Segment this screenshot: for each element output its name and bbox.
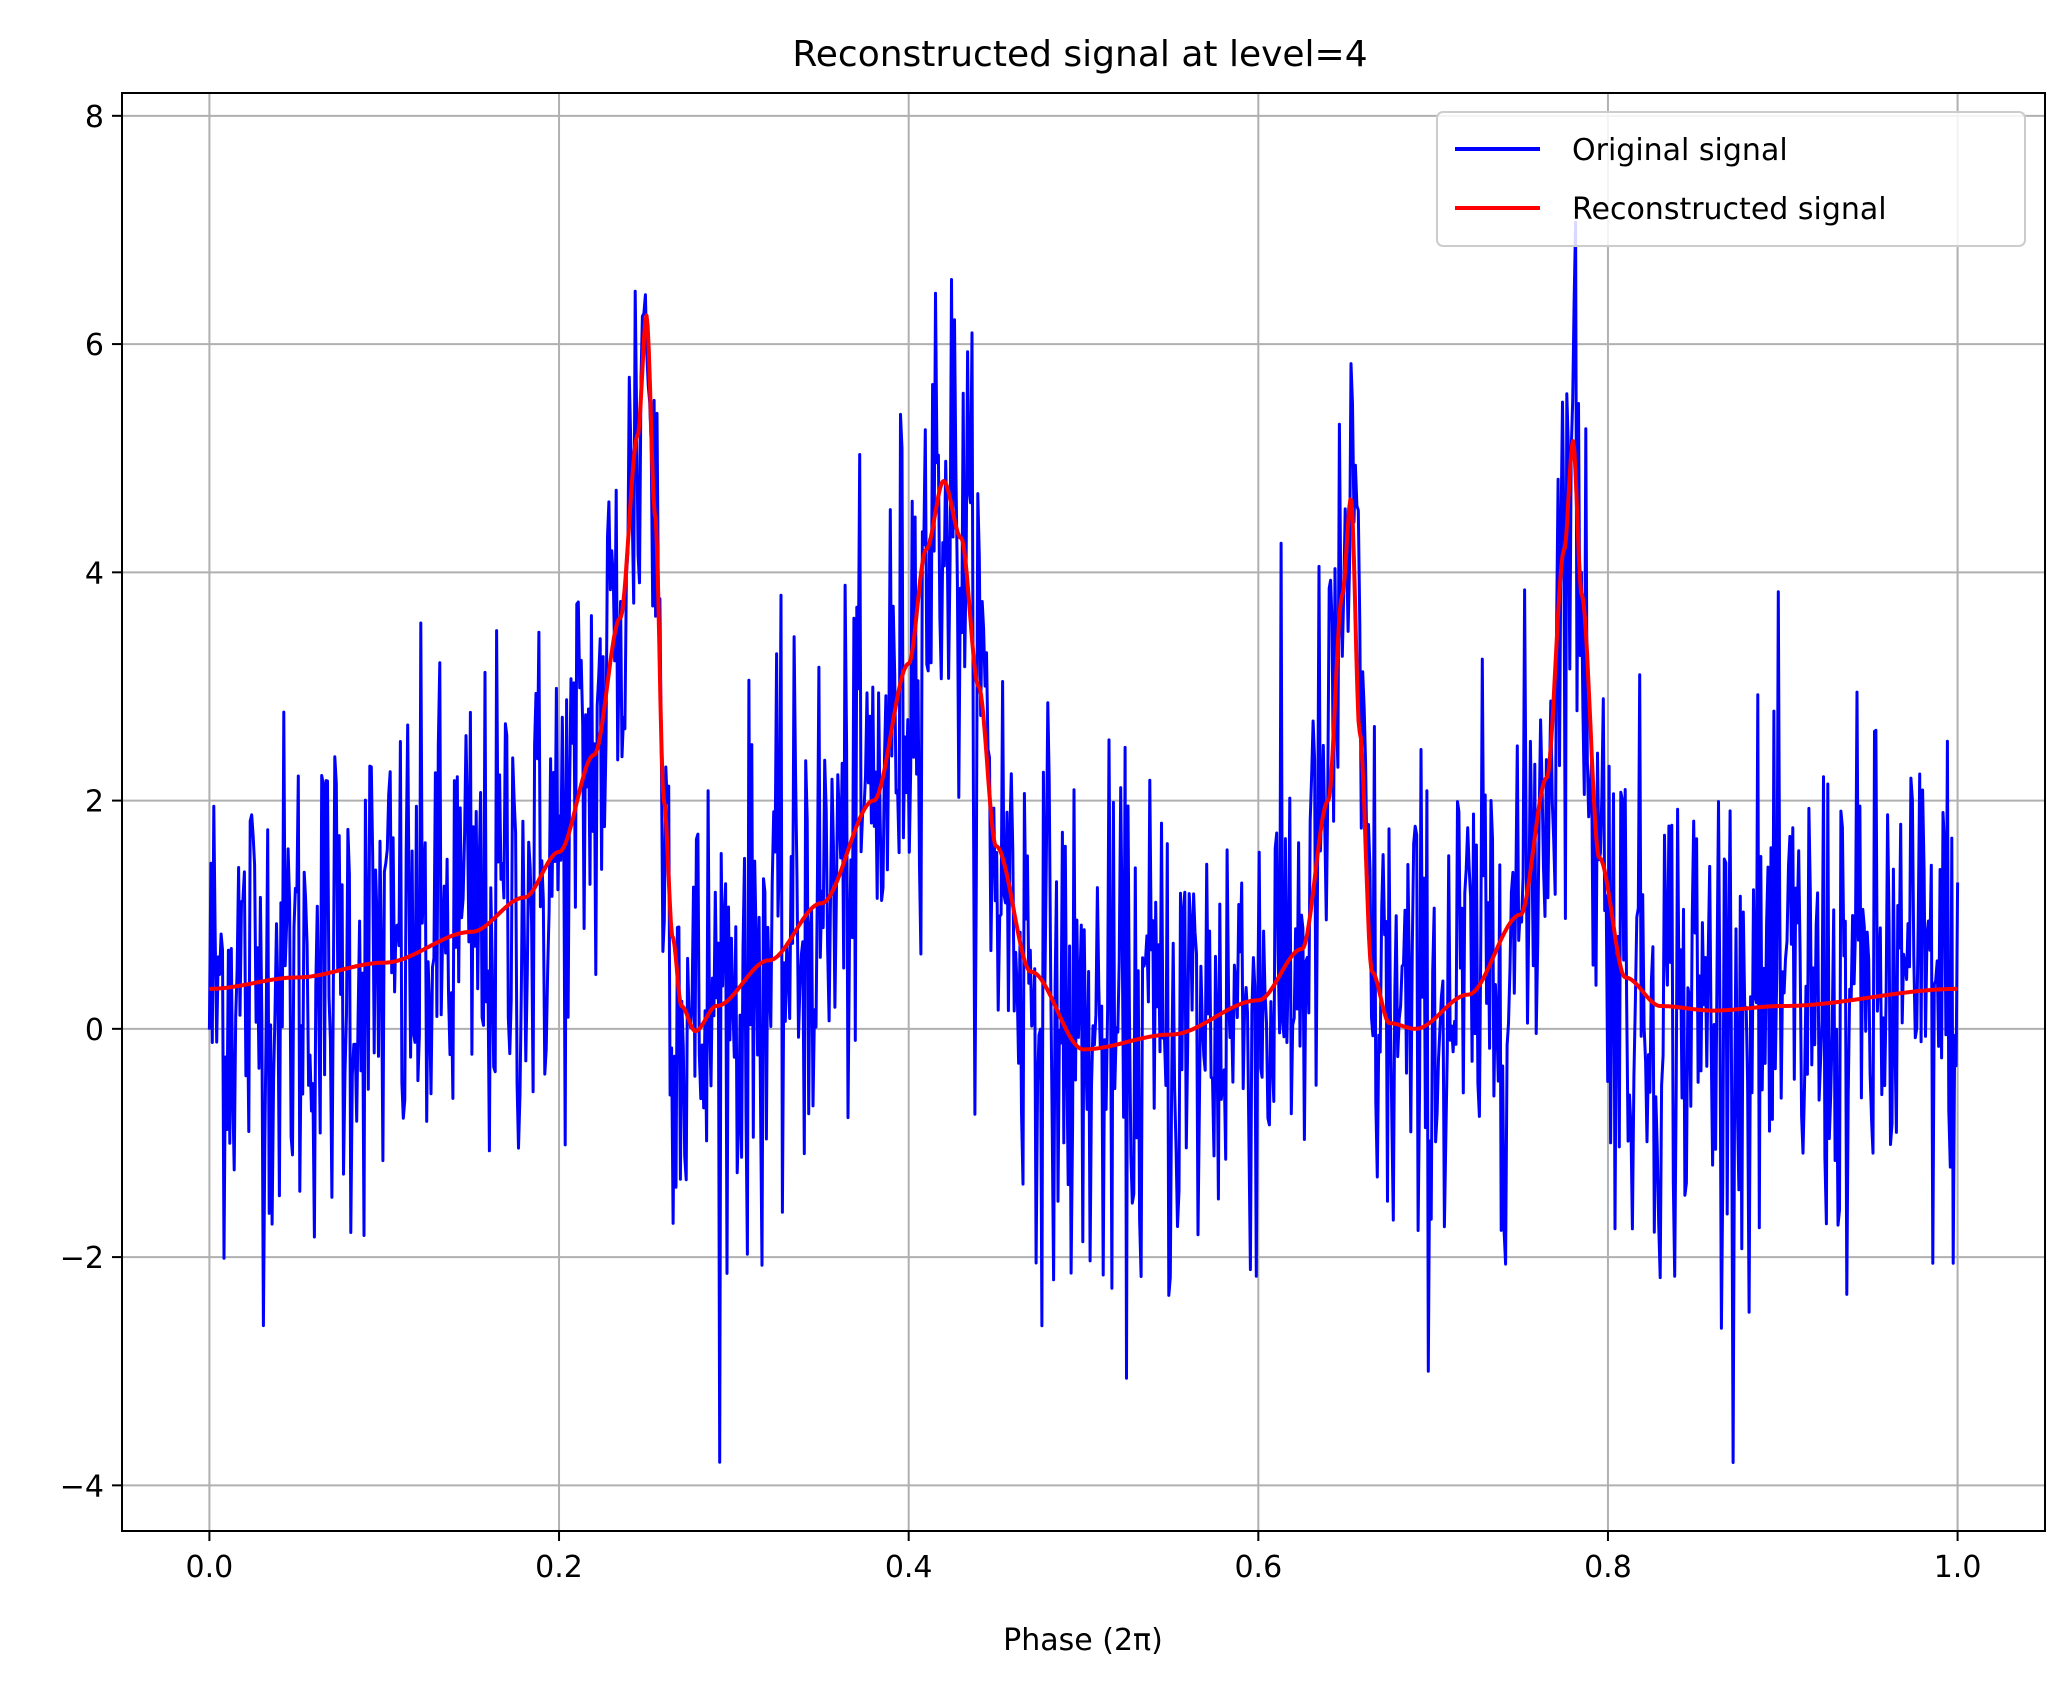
y-tick-label: 6 <box>85 328 104 363</box>
legend-label-reconstructed: Reconstructed signal <box>1572 192 1887 227</box>
y-tick-label: −2 <box>60 1241 104 1276</box>
y-tick-label: −4 <box>60 1469 104 1504</box>
x-tick-label: 0.8 <box>1584 1550 1632 1585</box>
y-tick-label: 4 <box>85 556 104 591</box>
y-axis: −4 −2 0 2 4 6 8 <box>60 100 122 1504</box>
plot-frame <box>121 92 2046 1532</box>
original-signal-line <box>207 220 1960 1464</box>
x-tick-label: 0.6 <box>1234 1550 1282 1585</box>
y-tick-label: 8 <box>85 100 104 135</box>
x-tick-label: 0.2 <box>535 1550 583 1585</box>
legend: Original signal Reconstructed signal <box>1436 111 2026 247</box>
x-tick-label: 0.4 <box>885 1550 933 1585</box>
legend-box <box>1436 111 2026 247</box>
chart-title: Reconstructed signal at level=4 <box>792 34 1367 75</box>
reconstructed-signal-line <box>208 313 1959 1052</box>
x-axis: 0.0 0.2 0.4 0.6 0.8 1.0 <box>186 1531 1982 1585</box>
y-tick-label: 2 <box>85 785 104 820</box>
series-layer <box>207 220 1960 1464</box>
x-axis-label: Phase (2π) <box>1003 1623 1163 1658</box>
x-tick-label: 1.0 <box>1934 1550 1982 1585</box>
x-tick-label: 0.0 <box>186 1550 234 1585</box>
legend-label-original: Original signal <box>1572 133 1788 168</box>
y-tick-label: 0 <box>85 1013 104 1048</box>
